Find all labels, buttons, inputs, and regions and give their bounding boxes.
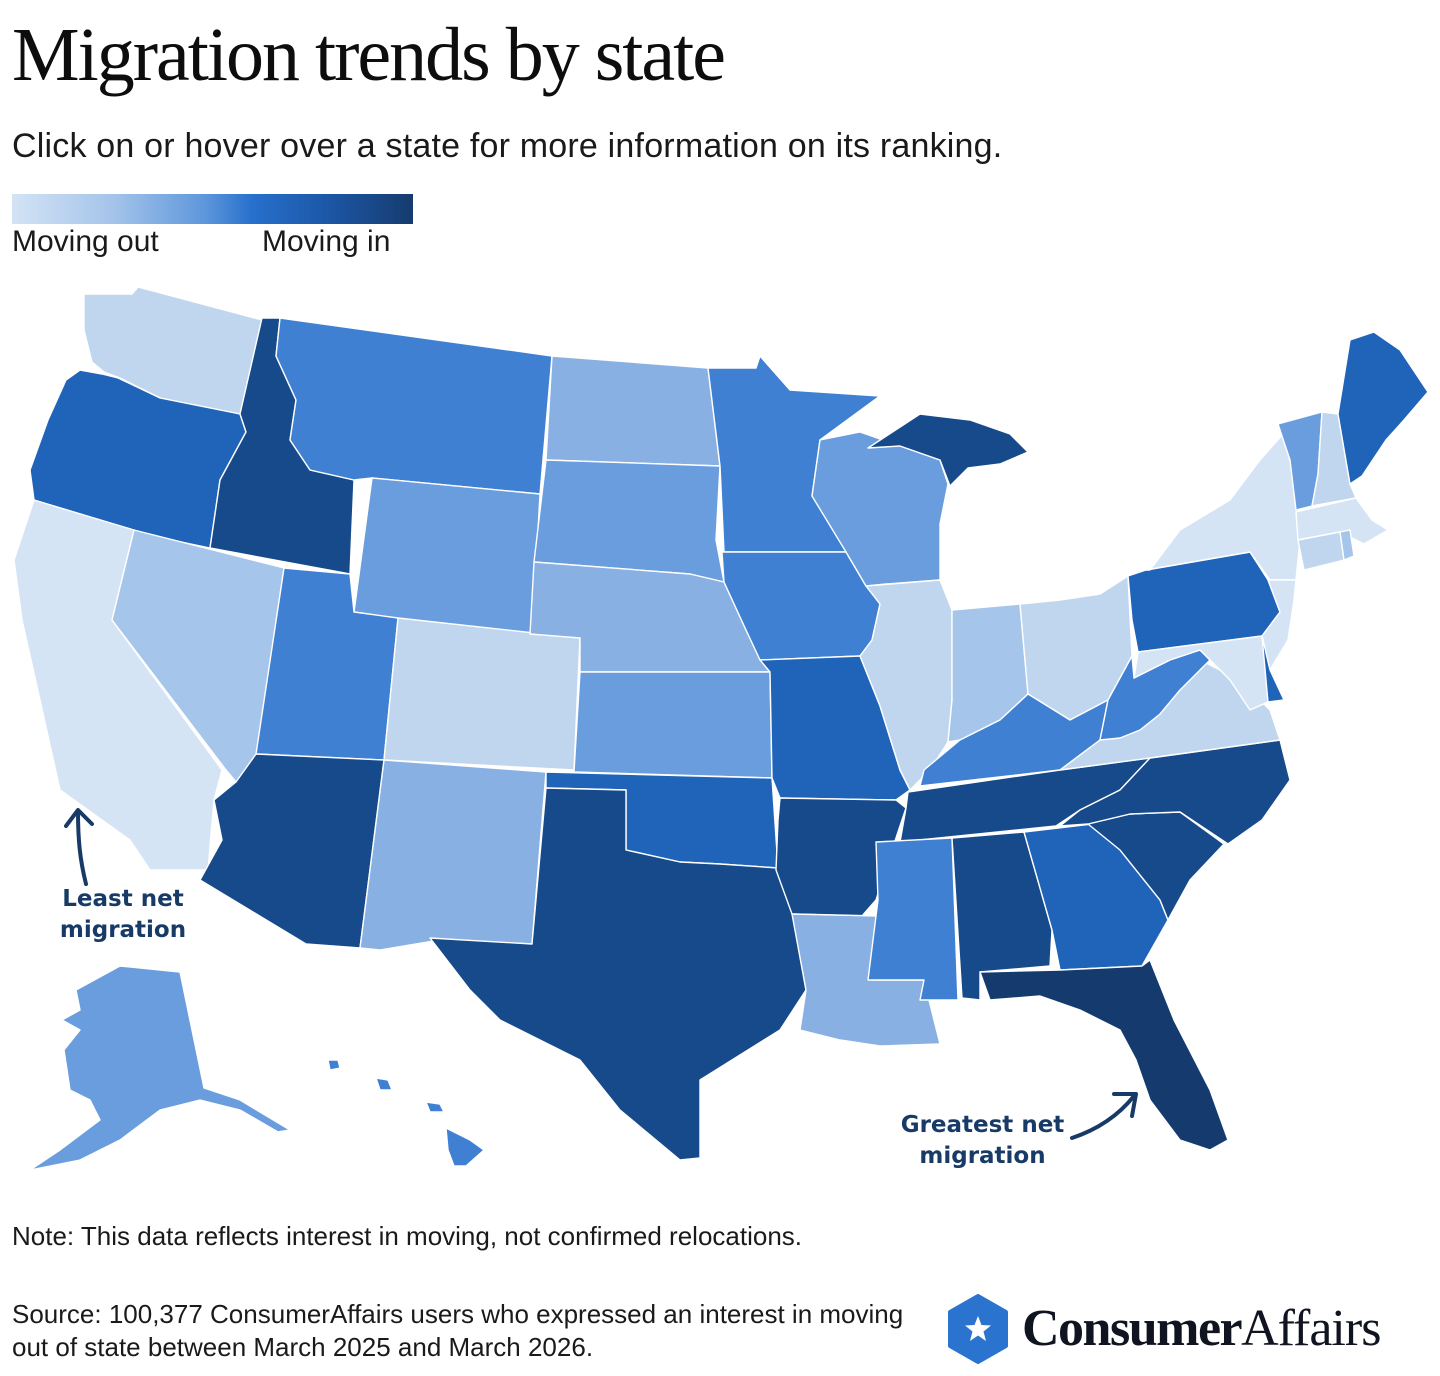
logo-word-affairs: Affairs [1241, 1300, 1381, 1357]
greatest-label-line1: Greatest net [900, 1112, 1065, 1138]
state-wyoming[interactable]: Wyoming [353, 477, 541, 639]
state-hawaii-kauai[interactable]: Hawaii [327, 1059, 341, 1071]
least-net-migration-label: Least net migration [48, 884, 198, 946]
logo-wordmark: ConsumerAffairs [1022, 1296, 1381, 1362]
page-subtitle: Click on or hover over a state for more … [12, 127, 1003, 165]
state-north-carolina[interactable]: North Carolina [1059, 739, 1291, 845]
state-hawaii-oahu[interactable]: Hawaii [375, 1077, 393, 1091]
legend-label-moving-out: Moving out [12, 225, 159, 258]
state-north-dakota[interactable]: North Dakota [545, 355, 721, 467]
state-michigan[interactable]: Michigan [867, 413, 1029, 487]
state-maryland[interactable]: Maryland [1133, 635, 1269, 711]
state-maine[interactable]: Maine [1337, 331, 1429, 485]
state-new-mexico[interactable]: New Mexico [359, 759, 547, 951]
state-kansas[interactable]: Kansas [573, 671, 773, 779]
state-colorado[interactable]: Colorado [383, 617, 581, 771]
state-mississippi[interactable]: Mississippi [867, 837, 959, 1001]
least-label-line1: Least net [62, 886, 184, 912]
greatest-label-line2: migration [919, 1143, 1046, 1169]
state-texas[interactable]: Texas [429, 787, 807, 1161]
state-new-york[interactable]: New York [1145, 425, 1301, 581]
state-florida[interactable]: Florida [979, 959, 1229, 1151]
consumeraffairs-logo[interactable]: ConsumerAffairs [946, 1294, 1436, 1364]
state-arkansas[interactable]: Arkansas [775, 797, 907, 917]
state-arizona[interactable]: Arizona [199, 753, 385, 949]
footnote-source: Source: 100,377 ConsumerAffairs users wh… [12, 1299, 904, 1362]
logo-word-consumer: Consumer [1022, 1300, 1243, 1357]
least-migration-arrow-icon [64, 808, 94, 886]
state-hawaii[interactable]: Hawaii [445, 1127, 485, 1167]
least-label-line2: migration [59, 917, 187, 943]
state-hawaii-maui[interactable]: Hawaii [425, 1101, 445, 1113]
footnote-note: Note: This data reflects interest in mov… [12, 1221, 803, 1251]
legend-color-scale [12, 194, 413, 224]
state-rhode-island[interactable]: Rhode Island [1339, 529, 1355, 561]
state-new-jersey[interactable]: New Jersey [1261, 579, 1297, 671]
us-choropleth-map: Washington Oregon California Idaho Nevad… [13, 286, 1429, 1171]
star-hexagon-icon [948, 1294, 1008, 1364]
greatest-migration-arrow-icon [1070, 1092, 1138, 1140]
state-montana[interactable]: Montana [275, 317, 553, 495]
legend-label-moving-in: Moving in [262, 225, 391, 258]
greatest-net-migration-label: Greatest net migration [890, 1110, 1075, 1172]
page-title: Migration trends by state [12, 13, 726, 97]
state-alaska[interactable]: Alaska [29, 965, 291, 1171]
state-west-virginia[interactable]: West Virginia [1099, 649, 1211, 741]
